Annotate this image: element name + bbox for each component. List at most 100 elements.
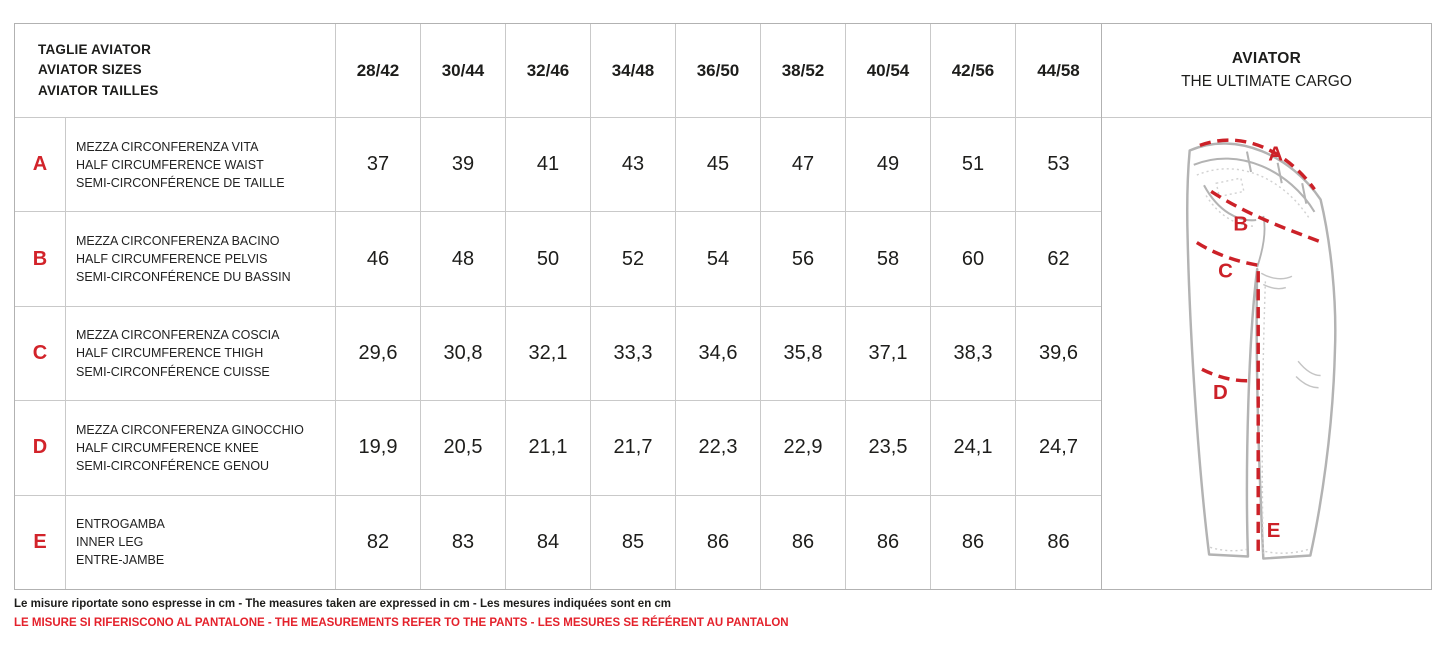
row-letter: A bbox=[15, 118, 66, 212]
measurement-value: 22,9 bbox=[761, 401, 846, 495]
measurement-value: 24,7 bbox=[1039, 436, 1078, 459]
measurement-value: 51 bbox=[931, 118, 1016, 212]
size-column-header: 42/56 bbox=[931, 24, 1016, 117]
size-column-header: 30/44 bbox=[421, 24, 506, 117]
measurement-value: 34,6 bbox=[676, 306, 761, 401]
row-label-line: SEMI-CIRCONFÉRENCE CUISSE bbox=[76, 364, 270, 379]
size-column-header: 44/58 bbox=[1037, 60, 1080, 80]
measurement-value: 39,6 bbox=[1039, 342, 1078, 365]
size-column-header: 32/46 bbox=[506, 24, 591, 117]
row-labels: ENTROGAMBA INNER LEG ENTRE-JAMBE bbox=[66, 495, 336, 590]
measurement-value: 23,5 bbox=[846, 401, 931, 495]
measurement-value: 86 bbox=[931, 495, 1016, 590]
measurement-value: 45 bbox=[676, 118, 761, 212]
size-guide-sheet: TAGLIE AVIATOR AVIATOR SIZES AVIATOR TAILL… bbox=[14, 23, 1432, 629]
size-column-header: 40/54 bbox=[846, 24, 931, 117]
measurement-value: 43 bbox=[591, 118, 676, 212]
row-label-line: MEZZA CIRCONFERENZA VITA bbox=[76, 139, 259, 154]
table-row: E ENTROGAMBA INNER LEG ENTRE-JAMBE 82 83 84 85 8… bbox=[15, 495, 1101, 590]
measurement-value: 24,1 bbox=[931, 401, 1016, 495]
measurement-value: 22,3 bbox=[676, 401, 761, 495]
row-label-line: HALF CIRCUMFERENCE THIGH bbox=[76, 346, 264, 361]
measurement-value: 20,5 bbox=[421, 401, 506, 495]
measurement-value: 21,7 bbox=[591, 401, 676, 495]
row-labels: MEZZA CIRCONFERENZA GINOCCHIO HALF CIRCUM… bbox=[66, 401, 336, 495]
size-header-row: TAGLIE AVIATOR AVIATOR SIZES AVIATOR TAILL… bbox=[15, 24, 1101, 118]
measurement-value: 38,3 bbox=[931, 306, 1016, 401]
footer-notes: Le misure riportate sono espresse in cm … bbox=[14, 598, 1432, 629]
row-label-line: INNER LEG bbox=[76, 535, 144, 550]
table-title-line: AVIATOR SIZES bbox=[38, 62, 142, 78]
product-panel-body: A B C D E bbox=[1102, 118, 1431, 589]
diagram-label-b: B bbox=[1233, 212, 1248, 235]
size-column-header: 38/52 bbox=[761, 24, 846, 117]
row-label-line: SEMI-CIRCONFÉRENCE GENOU bbox=[76, 458, 270, 473]
measurement-value: 30,8 bbox=[421, 306, 506, 401]
row-label-line: HALF CIRCUMFERENCE WAIST bbox=[76, 157, 264, 172]
table-row: A MEZZA CIRCONFERENZA VITA HALF CIRCUMFERE… bbox=[15, 118, 1101, 213]
diagram-label-e: E bbox=[1267, 519, 1281, 542]
measurement-value: 84 bbox=[506, 495, 591, 590]
measurement-value: 19,9 bbox=[336, 401, 421, 495]
table-title-line: AVIATOR TAILLES bbox=[38, 82, 159, 98]
table-title: TAGLIE AVIATOR AVIATOR SIZES AVIATOR TAILL… bbox=[15, 24, 336, 117]
row-letter: D bbox=[15, 401, 66, 495]
row-label-line: HALF CIRCUMFERENCE KNEE bbox=[76, 440, 259, 455]
measurement-value: 62 bbox=[1047, 247, 1070, 270]
table-title-line: TAGLIE AVIATOR bbox=[38, 42, 152, 58]
measurement-value: 37,1 bbox=[846, 306, 931, 401]
diagram-label-c: C bbox=[1218, 259, 1233, 282]
row-label-line: MEZZA CIRCONFERENZA BACINO bbox=[76, 233, 280, 248]
footer-note-reference: LE MISURE SI RIFERISCONO AL PANTALONE - … bbox=[14, 617, 789, 629]
row-letter: E bbox=[15, 495, 66, 590]
diagram-label-d: D bbox=[1213, 381, 1228, 404]
measurement-value: 86 bbox=[676, 495, 761, 590]
measurement-value: 46 bbox=[336, 212, 421, 306]
row-label-line: ENTRE-JAMBE bbox=[76, 553, 165, 568]
measurement-value: 49 bbox=[846, 118, 931, 212]
measurement-value: 52 bbox=[591, 212, 676, 306]
measurement-value: 33,3 bbox=[591, 306, 676, 401]
measurement-value: 85 bbox=[591, 495, 676, 590]
footer-note-units: Le misure riportate sono espresse in cm … bbox=[14, 598, 672, 610]
measurement-value: 48 bbox=[421, 212, 506, 306]
measurement-value: 56 bbox=[761, 212, 846, 306]
diagram-label-a: A bbox=[1268, 143, 1283, 166]
size-column-header: 28/42 bbox=[336, 24, 421, 117]
measurement-value: 58 bbox=[846, 212, 931, 306]
pants-measurement-diagram-icon: A B C D E bbox=[1186, 138, 1337, 560]
measurement-value: 37 bbox=[336, 118, 421, 212]
row-labels: MEZZA CIRCONFERENZA BACINO HALF CIRCUMFER… bbox=[66, 212, 336, 306]
row-label-line: SEMI-CIRCONFÉRENCE DE TAILLE bbox=[76, 175, 285, 190]
measurement-value: 82 bbox=[336, 495, 421, 590]
measurement-value: 21,1 bbox=[506, 401, 591, 495]
measurement-value: 86 bbox=[761, 495, 846, 590]
measurement-value: 83 bbox=[421, 495, 506, 590]
measurement-value: 86 bbox=[846, 495, 931, 590]
measurement-value: 35,8 bbox=[761, 306, 846, 401]
measurement-value: 60 bbox=[931, 212, 1016, 306]
size-column-header: 36/50 bbox=[676, 24, 761, 117]
row-letter: B bbox=[15, 212, 66, 306]
product-panel-header: AVIATOR THE ULTIMATE CARGO bbox=[1102, 24, 1431, 118]
measurement-value: 53 bbox=[1047, 153, 1070, 176]
size-column-header: 34/48 bbox=[591, 24, 676, 117]
row-letter: C bbox=[15, 306, 66, 401]
measurement-value: 47 bbox=[761, 118, 846, 212]
row-labels: MEZZA CIRCONFERENZA VITA HALF CIRCUMFEREN… bbox=[66, 118, 336, 212]
row-label-line: MEZZA CIRCONFERENZA COSCIA bbox=[76, 328, 280, 343]
row-labels: MEZZA CIRCONFERENZA COSCIA HALF CIRCUMFER… bbox=[66, 306, 336, 401]
measurement-value: 29,6 bbox=[336, 306, 421, 401]
row-label-line: HALF CIRCUMFERENCE PELVIS bbox=[76, 252, 268, 267]
measurement-value: 32,1 bbox=[506, 306, 591, 401]
row-label-line: SEMI-CIRCONFÉRENCE DU BASSIN bbox=[76, 270, 291, 285]
measurement-table: TAGLIE AVIATOR AVIATOR SIZES AVIATOR TAILL… bbox=[15, 24, 1101, 590]
measurement-value: 50 bbox=[506, 212, 591, 306]
product-panel: AVIATOR THE ULTIMATE CARGO bbox=[1101, 24, 1431, 589]
table-row: B MEZZA CIRCONFERENZA BACINO HALF CIRCUMFE… bbox=[15, 212, 1101, 307]
measurement-value: 41 bbox=[506, 118, 591, 212]
row-label-line: MEZZA CIRCONFERENZA GINOCCHIO bbox=[76, 422, 304, 437]
table-row: D MEZZA CIRCONFERENZA GINOCCHIO HALF CIRCU… bbox=[15, 401, 1101, 496]
measurement-value: 86 bbox=[1047, 530, 1070, 553]
row-label-line: ENTROGAMBA bbox=[76, 517, 165, 532]
